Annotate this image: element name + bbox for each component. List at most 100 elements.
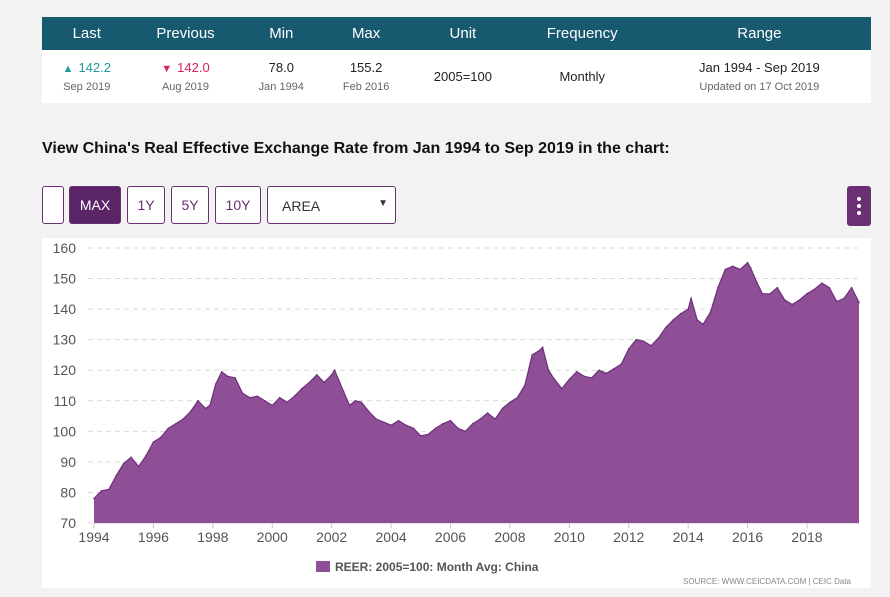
data-point — [635, 338, 637, 341]
blank-button[interactable] — [42, 186, 64, 224]
data-point — [122, 462, 125, 465]
y-tick-label: 150 — [53, 271, 77, 287]
data-point — [650, 344, 652, 347]
data-point — [182, 418, 184, 420]
cell-previous: ▼ 142.0 Aug 2019 — [132, 50, 240, 103]
y-tick-label: 110 — [54, 393, 77, 409]
data-point — [234, 377, 236, 379]
range-value: Jan 1994 - Sep 2019 — [699, 60, 820, 75]
x-tick-label: 2014 — [673, 529, 704, 545]
x-tick-label: 2010 — [554, 529, 585, 545]
x-tick-label: 2006 — [435, 529, 466, 545]
data-point — [776, 286, 779, 289]
data-point — [405, 424, 407, 427]
data-point — [501, 407, 504, 410]
range-1y-button[interactable]: 1Y — [127, 186, 165, 224]
data-point — [152, 441, 155, 443]
x-tick-label: 2012 — [613, 529, 644, 545]
data-point — [204, 407, 207, 410]
data-point — [561, 387, 563, 390]
data-point — [249, 396, 251, 399]
range-updated: Updated on 17 Oct 2019 — [699, 81, 820, 93]
data-point — [696, 319, 698, 321]
data-point — [828, 286, 831, 289]
data-point — [509, 401, 511, 404]
data-point — [835, 300, 838, 303]
data-point — [197, 399, 199, 402]
cell-max: 155.2 Feb 2016 — [323, 50, 409, 103]
data-point — [368, 410, 370, 413]
data-point — [464, 430, 467, 433]
data-point — [575, 370, 578, 373]
data-point — [115, 474, 118, 477]
data-point — [858, 301, 860, 304]
data-point — [486, 412, 489, 414]
triangle-down-icon: ▼ — [161, 63, 173, 75]
summary-table: Last Previous Min Max Unit Frequency Ran… — [42, 17, 871, 103]
cell-range: Jan 1994 - Sep 2019 Updated on 17 Oct 20… — [648, 50, 871, 103]
data-point — [568, 378, 571, 381]
data-point — [93, 497, 95, 500]
y-tick-label: 120 — [53, 362, 77, 378]
chart-type-select[interactable]: AREA ▼ — [267, 186, 396, 224]
summary-panel: Last Previous Min Max Unit Frequency Ran… — [42, 17, 871, 103]
chart-heading: View China's Real Effective Exchange Rat… — [42, 140, 670, 157]
data-point — [553, 378, 556, 381]
data-point — [541, 346, 544, 349]
data-point — [333, 369, 336, 372]
header-last: Last — [42, 17, 132, 50]
caret-down-icon: ▼ — [378, 198, 388, 209]
x-tick-label: 2016 — [732, 529, 763, 545]
data-point — [457, 427, 459, 430]
data-point — [167, 427, 170, 430]
data-point — [145, 454, 147, 457]
data-point — [642, 340, 645, 342]
data-point — [323, 381, 326, 384]
data-point — [791, 303, 793, 306]
range-10y-button[interactable]: 10Y — [215, 186, 261, 224]
range-5y-button[interactable]: 5Y — [171, 186, 209, 224]
cell-min: 78.0 Jan 1994 — [239, 50, 323, 103]
data-point — [613, 367, 615, 370]
data-point — [665, 326, 667, 329]
data-point — [605, 372, 608, 375]
cell-last: ▲ 142.2 Sep 2019 — [42, 50, 132, 103]
data-point — [375, 418, 378, 420]
data-point — [583, 375, 585, 378]
data-point — [264, 399, 266, 402]
data-point — [672, 319, 675, 321]
source-note: SOURCE: WWW.CEICDATA.COM | CEIC Data — [683, 577, 852, 586]
data-point — [215, 383, 217, 385]
data-point — [449, 419, 452, 422]
data-point — [494, 418, 496, 420]
header-max: Max — [323, 17, 410, 50]
data-point — [209, 404, 211, 407]
last-date: Sep 2019 — [63, 81, 111, 93]
data-point — [523, 384, 526, 387]
y-tick-label: 160 — [53, 240, 77, 256]
x-tick-label: 2018 — [791, 529, 822, 545]
data-point — [271, 404, 274, 407]
summary-header-row: Last Previous Min Max Unit Frequency Ran… — [42, 17, 871, 50]
data-point — [598, 369, 600, 372]
y-tick-label: 130 — [53, 332, 77, 348]
x-tick-label: 2000 — [257, 529, 288, 545]
data-point — [798, 299, 801, 301]
summary-values-row: ▲ 142.2 Sep 2019 ▼ 142.0 Aug 2019 78.0 Jan… — [42, 50, 871, 103]
max-date: Feb 2016 — [342, 81, 390, 93]
data-point — [293, 395, 296, 397]
cell-frequency: Monthly — [517, 50, 648, 103]
data-point — [390, 424, 392, 427]
data-point — [342, 390, 345, 393]
y-tick-label: 100 — [53, 423, 77, 439]
previous-date: Aug 2019 — [161, 81, 210, 93]
y-tick-label: 80 — [60, 484, 76, 500]
data-point — [679, 312, 682, 315]
y-tick-label: 70 — [60, 515, 76, 531]
range-max-button[interactable]: MAX — [69, 186, 121, 224]
y-tick-label: 90 — [60, 454, 76, 470]
data-point — [442, 422, 444, 425]
data-point — [137, 465, 140, 468]
data-point — [690, 297, 692, 300]
kebab-menu-icon[interactable] — [847, 186, 871, 226]
